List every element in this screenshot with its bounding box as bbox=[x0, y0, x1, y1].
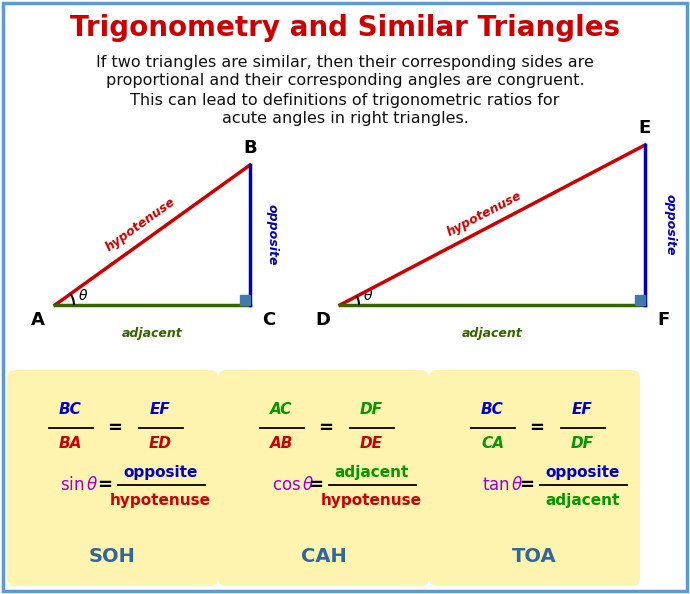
Text: E: E bbox=[639, 119, 651, 137]
Text: adjacent: adjacent bbox=[335, 465, 408, 479]
Text: acute angles in right triangles.: acute angles in right triangles. bbox=[221, 112, 469, 127]
Polygon shape bbox=[635, 295, 645, 305]
FancyBboxPatch shape bbox=[218, 370, 429, 586]
Text: =: = bbox=[308, 476, 323, 494]
Text: B: B bbox=[243, 139, 257, 157]
Text: ED: ED bbox=[149, 435, 172, 450]
Text: DF: DF bbox=[571, 435, 594, 450]
Text: EF: EF bbox=[150, 403, 171, 418]
Text: proportional and their corresponding angles are congruent.: proportional and their corresponding ang… bbox=[106, 72, 584, 87]
Text: TOA: TOA bbox=[512, 546, 557, 565]
Text: opposite: opposite bbox=[664, 194, 676, 256]
Text: Trigonometry and Similar Triangles: Trigonometry and Similar Triangles bbox=[70, 14, 620, 42]
Text: CA: CA bbox=[481, 435, 504, 450]
Text: BC: BC bbox=[59, 403, 82, 418]
Text: =: = bbox=[97, 476, 112, 494]
FancyBboxPatch shape bbox=[429, 370, 640, 586]
Polygon shape bbox=[240, 295, 250, 305]
Text: BC: BC bbox=[481, 403, 504, 418]
Text: CAH: CAH bbox=[301, 546, 346, 565]
Text: $\cos\theta$: $\cos\theta$ bbox=[271, 476, 314, 494]
Text: DF: DF bbox=[360, 403, 383, 418]
Text: This can lead to definitions of trigonometric ratios for: This can lead to definitions of trigonom… bbox=[130, 93, 560, 109]
Text: EF: EF bbox=[572, 403, 593, 418]
Text: A: A bbox=[31, 311, 45, 329]
Text: AB: AB bbox=[270, 435, 293, 450]
Text: C: C bbox=[262, 311, 275, 329]
Text: adjacent: adjacent bbox=[462, 327, 523, 340]
Text: BA: BA bbox=[59, 435, 82, 450]
Text: AC: AC bbox=[270, 403, 293, 418]
Text: D: D bbox=[315, 311, 330, 329]
Text: $\theta$: $\theta$ bbox=[363, 287, 373, 302]
Text: =: = bbox=[107, 419, 122, 437]
Text: DE: DE bbox=[360, 435, 383, 450]
Text: hypotenuse: hypotenuse bbox=[445, 189, 524, 239]
FancyBboxPatch shape bbox=[7, 370, 218, 586]
Text: opposite: opposite bbox=[545, 465, 620, 479]
Text: $\tan\theta$: $\tan\theta$ bbox=[482, 476, 524, 494]
Text: =: = bbox=[529, 419, 544, 437]
Text: hypotenuse: hypotenuse bbox=[321, 492, 422, 507]
Text: hypotenuse: hypotenuse bbox=[110, 492, 211, 507]
Text: F: F bbox=[657, 311, 669, 329]
Text: adjacent: adjacent bbox=[122, 327, 183, 340]
Text: opposite: opposite bbox=[124, 465, 198, 479]
Text: $\sin\theta$: $\sin\theta$ bbox=[61, 476, 99, 494]
Text: =: = bbox=[318, 419, 333, 437]
Text: opposite: opposite bbox=[266, 204, 279, 266]
Text: adjacent: adjacent bbox=[545, 492, 620, 507]
Text: If two triangles are similar, then their corresponding sides are: If two triangles are similar, then their… bbox=[96, 55, 594, 69]
Text: hypotenuse: hypotenuse bbox=[104, 195, 178, 254]
Text: SOH: SOH bbox=[89, 546, 136, 565]
Text: =: = bbox=[519, 476, 534, 494]
Text: $\theta$: $\theta$ bbox=[78, 287, 88, 302]
